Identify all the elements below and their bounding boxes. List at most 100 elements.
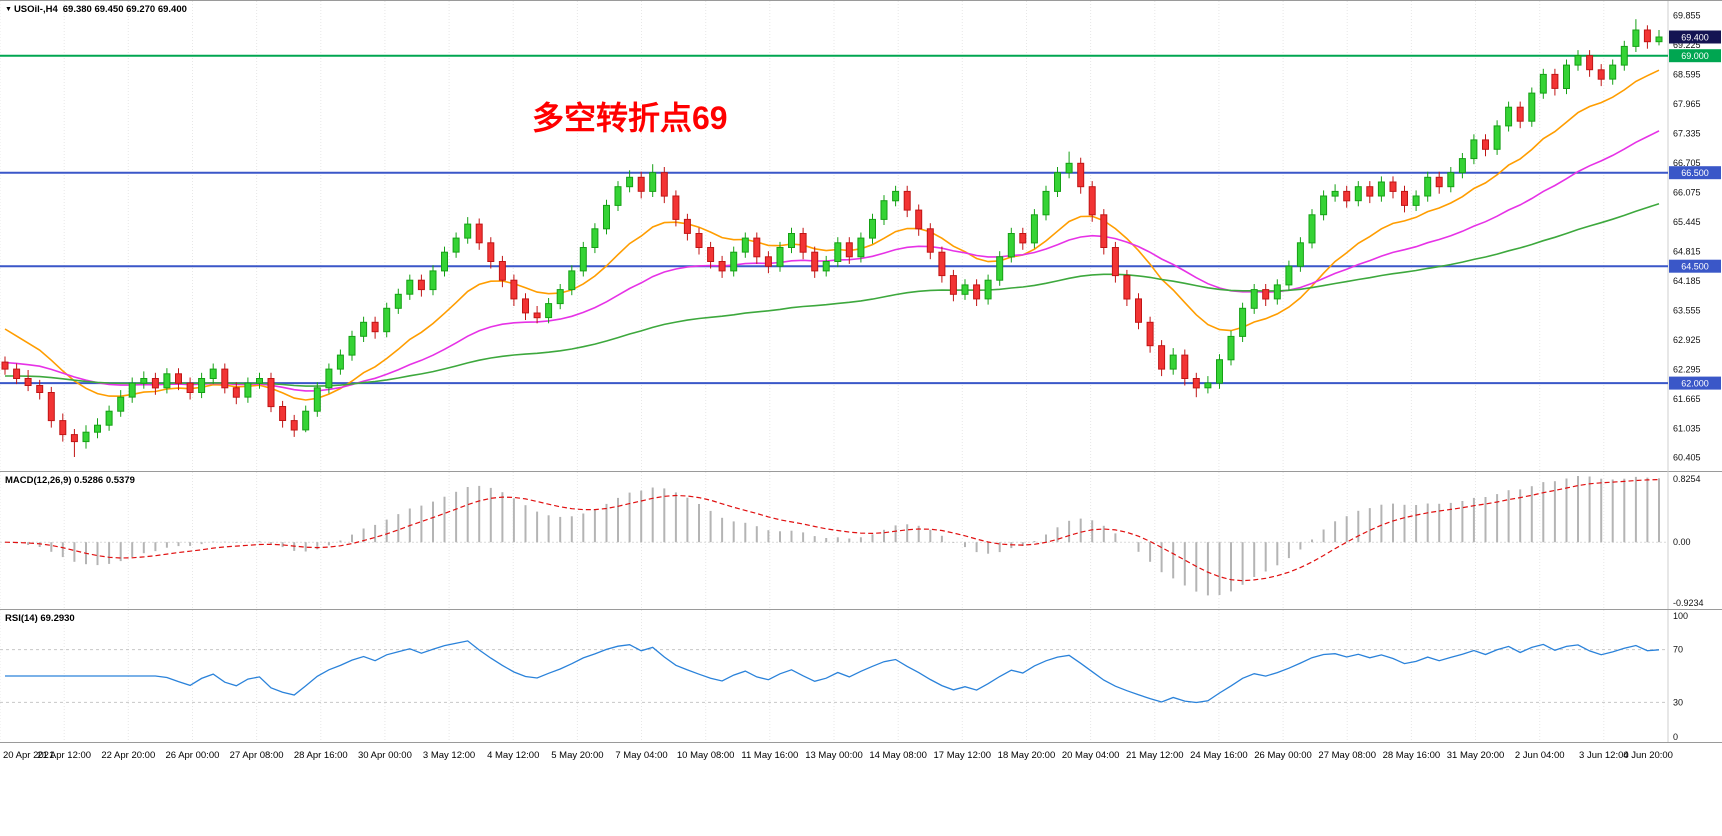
hline-66.500-tag-label: 66.500: [1681, 168, 1709, 178]
time-axis-label: 14 May 08:00: [869, 750, 927, 761]
macd-axis-label: 0.00: [1673, 537, 1691, 547]
time-axis-label: 20 May 04:00: [1061, 750, 1120, 761]
candle-body: [1551, 73, 1559, 89]
candle-body: [1296, 242, 1304, 267]
ohlc-values: 69.380 69.450 69.270 69.400: [62, 4, 187, 15]
hline-64.500-tag-label: 64.500: [1681, 262, 1709, 272]
candle-body: [799, 233, 807, 253]
rsi-axis-label: 100: [1673, 611, 1688, 621]
macd-pane[interactable]: 0.8254 0.00 -0.9234 MACD(12,26,9) 0.5286 0…: [0, 472, 1722, 610]
time-axis-label: 26 May 00:00: [1254, 750, 1312, 761]
candle-body: [568, 270, 576, 291]
hline-69.000-tag-label: 69.000: [1681, 51, 1709, 61]
candle-body: [290, 420, 298, 431]
candle-body: [637, 176, 645, 192]
candle-body: [556, 289, 564, 305]
candle-body: [336, 354, 344, 370]
rsi-axis-label: 0: [1673, 732, 1678, 742]
candle-body: [1239, 307, 1247, 337]
candle-body: [1181, 354, 1189, 380]
candle-body: [313, 387, 321, 412]
candle-body: [973, 284, 981, 300]
symbol-dropdown-icon[interactable]: ▼: [5, 6, 12, 13]
candle-body: [1077, 162, 1085, 188]
candle-body: [441, 251, 448, 272]
candle-body: [1111, 247, 1119, 277]
candle-body: [151, 378, 159, 389]
candle-body: [1250, 289, 1258, 309]
price-axis-label: 67.965: [1673, 99, 1701, 109]
price-pane[interactable]: 69.855 69.225 68.595 67.965 67.335 66.705 66.0…: [0, 0, 1722, 472]
candle-body: [360, 321, 368, 337]
price-chart[interactable]: 69.855 69.225 68.595 67.965 67.335 66.705 66.0…: [0, 1, 1722, 472]
candle-body: [128, 382, 136, 398]
time-axis-label: 21 Apr 12:00: [37, 750, 92, 761]
candle-body: [325, 368, 333, 389]
candle-body: [869, 218, 876, 239]
candle-body: [949, 275, 957, 295]
time-axis-label: 18 May 20:00: [997, 750, 1056, 761]
price-axis-label: 61.665: [1673, 394, 1701, 404]
time-axis-label: 26 Apr 00:00: [165, 750, 220, 761]
candle-body: [1655, 36, 1663, 43]
candle-body: [788, 233, 795, 248]
hline-64.500-tag: [1669, 259, 1721, 273]
time-axis-label: 4 Jun 20:00: [1623, 750, 1673, 761]
price-axis-label: 69.225: [1673, 40, 1701, 50]
candle-body: [510, 279, 518, 300]
candle-body: [1343, 190, 1351, 202]
moving-average-fast: [4, 69, 1660, 401]
candle-body: [1146, 321, 1154, 347]
candle-body: [1424, 176, 1432, 197]
candle-body: [1100, 214, 1108, 249]
time-axis-label: 24 May 16:00: [1190, 750, 1248, 761]
candle-body: [24, 378, 32, 386]
candle-body: [834, 242, 842, 263]
candle-body: [1643, 29, 1651, 43]
time-axis-label: 28 Apr 16:00: [293, 750, 348, 761]
hline-62.000-tag-label: 62.000: [1681, 379, 1709, 389]
time-axis-label: 20 Apr 2021: [3, 750, 55, 761]
candle-body: [475, 223, 483, 244]
candle-body: [1192, 378, 1200, 389]
candle-body: [880, 200, 888, 220]
candle-body: [1030, 214, 1038, 244]
candle-body: [383, 307, 391, 333]
rsi-pane[interactable]: 100 70 30 0 RSI(14) 69.2930: [0, 610, 1722, 743]
rsi-axis-label: 70: [1673, 645, 1683, 655]
candle-body: [1065, 162, 1073, 174]
candle-body: [1574, 55, 1582, 66]
chart-annotation[interactable]: 多空转折点69: [532, 100, 728, 136]
candle-body: [1528, 92, 1536, 122]
candle-body: [394, 293, 402, 309]
time-axis-label: 2 Jun 04:00: [1514, 750, 1565, 761]
candle-body: [591, 228, 599, 249]
candle-body: [279, 406, 287, 421]
candle-body: [1273, 284, 1281, 300]
candle-body: [1042, 190, 1050, 216]
candle-body: [776, 247, 784, 267]
candle-body: [1632, 29, 1640, 47]
price-axis-label: 66.705: [1673, 158, 1701, 168]
candle-body: [464, 223, 472, 239]
candle-body: [1320, 195, 1328, 216]
price-axis-label: 63.555: [1673, 305, 1701, 315]
candle-body: [1447, 172, 1455, 188]
candle-body: [1401, 190, 1408, 206]
candle-body: [1158, 345, 1166, 370]
candle-body: [1169, 354, 1177, 370]
time-axis-label: 11 May 16:00: [741, 750, 799, 761]
time-axis-label: 7 May 04:00: [615, 750, 668, 761]
time-axis-label: 4 May 12:00: [487, 750, 540, 761]
candle-body: [522, 298, 529, 314]
candle-body: [1135, 298, 1142, 323]
candle-body: [730, 251, 738, 272]
candle-body: [1354, 186, 1362, 202]
price-axis-label: 67.335: [1673, 129, 1701, 139]
time-axis-label: 30 Apr 00:00: [357, 750, 412, 761]
time-axis-label: 3 Jun 12:00: [1579, 750, 1629, 761]
candle-body: [1482, 139, 1489, 150]
candle-body: [498, 261, 506, 281]
current-price-tag-label: 69.400: [1681, 33, 1709, 43]
time-axis-label: 27 May 08:00: [1318, 750, 1377, 761]
